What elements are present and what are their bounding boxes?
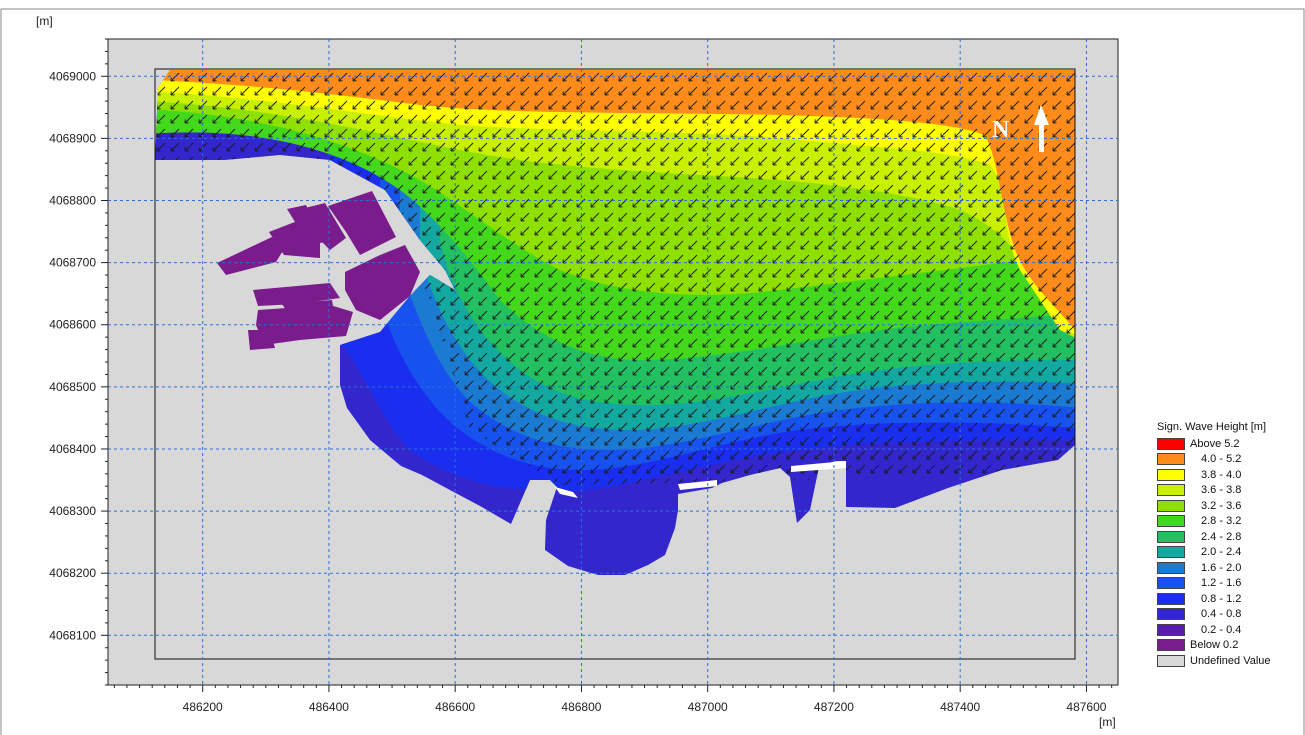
legend-item: 2.0 - 2.4 <box>1157 545 1297 561</box>
legend-swatch <box>1157 623 1185 636</box>
y-tick-label: 4068500 <box>49 380 96 394</box>
legend-swatch <box>1157 530 1185 543</box>
legend: Sign. Wave Height [m] Above 5.2 4.0 - 5.2… <box>1157 421 1297 669</box>
legend-item: 4.0 - 5.2 <box>1157 452 1297 468</box>
legend-swatch <box>1157 654 1185 667</box>
x-tick-label: 487400 <box>940 700 980 714</box>
x-tick-label: 487200 <box>814 700 854 714</box>
legend-item: Above 5.2 <box>1157 436 1297 452</box>
legend-item: 3.6 - 3.8 <box>1157 483 1297 499</box>
legend-label: Undefined Value <box>1190 654 1271 667</box>
legend-label: 0.4 - 0.8 <box>1201 608 1242 621</box>
legend-item: 0.4 - 0.8 <box>1157 607 1297 623</box>
model-domain-boundary <box>154 68 1076 660</box>
north-label: N <box>992 117 1010 143</box>
legend-swatch <box>1157 437 1185 450</box>
y-tick-label: 4069000 <box>49 69 96 83</box>
legend-swatch <box>1157 499 1185 512</box>
legend-label: 2.8 - 3.2 <box>1201 515 1242 528</box>
legend-item: 2.4 - 2.8 <box>1157 529 1297 545</box>
legend-swatch <box>1157 546 1185 559</box>
legend-label: 2.4 - 2.8 <box>1201 530 1242 543</box>
legend-swatch <box>1157 484 1185 497</box>
legend-swatch <box>1157 608 1185 621</box>
y-tick-label: 4068600 <box>49 318 96 332</box>
legend-swatch <box>1157 561 1185 574</box>
x-tick-label: 486600 <box>435 700 475 714</box>
legend-swatch <box>1157 468 1185 481</box>
grid-lines <box>108 39 1118 685</box>
legend-item: 2.8 - 3.2 <box>1157 514 1297 530</box>
legend-swatch <box>1157 515 1185 528</box>
x-tick-label: 486200 <box>183 700 223 714</box>
legend-item: 0.8 - 1.2 <box>1157 591 1297 607</box>
legend-label: 0.8 - 1.2 <box>1201 592 1242 605</box>
legend-item: 3.2 - 3.6 <box>1157 498 1297 514</box>
legend-item: 1.6 - 2.0 <box>1157 560 1297 576</box>
legend-label: Below 0.2 <box>1190 639 1239 652</box>
north-arrow: N <box>992 105 1049 152</box>
legend-label: 3.6 - 3.8 <box>1201 484 1242 497</box>
wave-height-field <box>155 70 1075 575</box>
y-tick-label: 4068200 <box>49 566 96 580</box>
legend-label: 0.2 - 0.4 <box>1201 623 1242 636</box>
x-tick-label: 487600 <box>1066 700 1106 714</box>
y-tick-label: 4068300 <box>49 504 96 518</box>
north-arrow-icon <box>1034 105 1049 152</box>
axis-ticks <box>101 38 1113 692</box>
legend-label: Above 5.2 <box>1190 437 1240 450</box>
legend-swatch <box>1157 453 1185 466</box>
y-tick-label: 4068900 <box>49 131 96 145</box>
legend-item: 3.8 - 4.0 <box>1157 467 1297 483</box>
legend-label: 2.0 - 2.4 <box>1201 546 1242 559</box>
breakwater-gaps <box>555 461 846 498</box>
legend-label: 1.2 - 1.6 <box>1201 577 1242 590</box>
legend-title: Sign. Wave Height [m] <box>1157 421 1267 433</box>
legend-label: 3.8 - 4.0 <box>1201 468 1242 481</box>
y-tick-label: 4068400 <box>49 442 96 456</box>
y-tick-label: 4068700 <box>49 256 96 270</box>
legend-label: 1.6 - 2.0 <box>1201 561 1242 574</box>
legend-label: 3.2 - 3.6 <box>1201 499 1242 512</box>
y-tick-label: 4068100 <box>49 628 96 642</box>
x-unit-label: [m] <box>1099 715 1116 729</box>
legend-swatch <box>1157 639 1185 652</box>
x-tick-label: 486800 <box>561 700 601 714</box>
legend-item: 1.2 - 1.6 <box>1157 576 1297 592</box>
axis-tick-labels: 486200 486400 486600 486800 487000 487200 4874… <box>49 69 1107 714</box>
window-frame <box>0 8 1305 735</box>
y-unit-label: [m] <box>36 14 53 28</box>
legend-item: Undefined Value <box>1157 653 1297 669</box>
legend-swatch <box>1157 592 1185 605</box>
quay-structures <box>217 191 420 350</box>
x-tick-label: 486400 <box>309 700 349 714</box>
legend-item: 0.2 - 0.4 <box>1157 622 1297 638</box>
legend-item: Below 0.2 <box>1157 638 1297 654</box>
y-tick-label: 4068800 <box>49 194 96 208</box>
x-tick-label: 487000 <box>688 700 728 714</box>
legend-label: 4.0 - 5.2 <box>1201 453 1242 466</box>
legend-items: Above 5.2 4.0 - 5.2 3.8 - 4.0 3.6 - 3.8 3.2 … <box>1157 436 1297 669</box>
legend-swatch <box>1157 577 1185 590</box>
